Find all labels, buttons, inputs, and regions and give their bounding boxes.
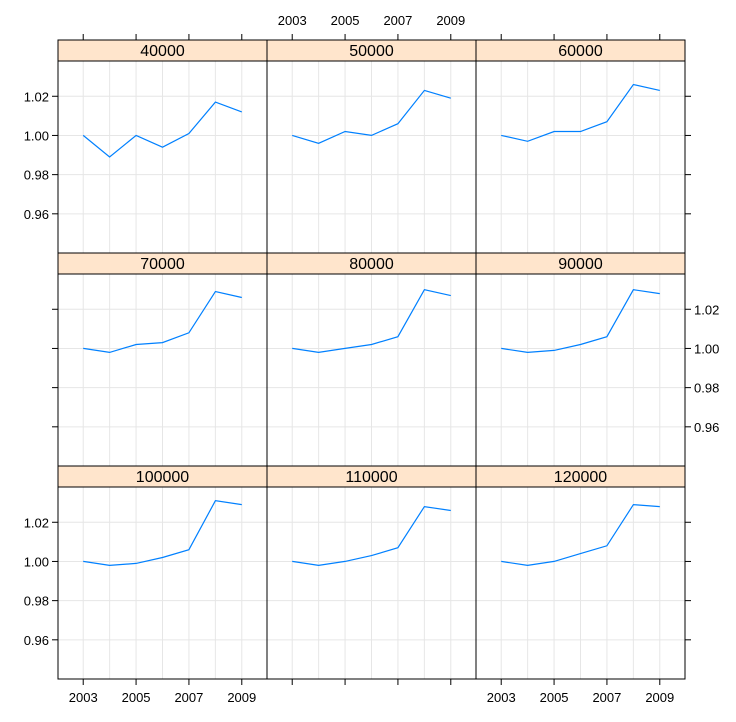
x-tick-label: 2005: [331, 13, 360, 28]
panel-90000: 90000 0.96 0.98 1.00 1.02: [475, 252, 719, 467]
x-tick-label: 2007: [383, 13, 412, 28]
strip-label: 50000: [349, 43, 394, 60]
series-line-120000: [501, 503, 660, 567]
panel-50000: 50000 2003 2005 2007 2009: [266, 13, 477, 254]
series-line-40000: [82, 101, 243, 158]
panel-40000: 40000 0.96 0.98 1.00 1.02: [24, 34, 268, 254]
strip-label: 60000: [558, 43, 603, 60]
x-tick-label: 2003: [69, 690, 98, 705]
strip-label: 90000: [558, 256, 603, 273]
strip-label: 120000: [554, 469, 607, 486]
series-line-80000: [292, 289, 451, 354]
panel-100000: 100000 0.96 0.98 1.00 1.02 2003 2005 2007 2009: [24, 465, 268, 705]
y-tick-label: 0.98: [694, 381, 719, 396]
y-tick-label: 1.00: [694, 341, 719, 356]
x-tick-label: 2007: [174, 690, 203, 705]
x-tick-label: 2007: [592, 690, 621, 705]
series-line-90000: [501, 289, 660, 354]
y-tick-label: 0.96: [694, 420, 719, 435]
panel-60000: 60000: [475, 34, 691, 254]
strip-label: 40000: [140, 43, 185, 60]
y-tick-label: 0.96: [24, 633, 49, 648]
series-line-60000: [501, 83, 660, 142]
strip-label: 80000: [349, 256, 394, 273]
series-line-50000: [292, 89, 451, 144]
strip-60000: [475, 39, 686, 62]
y-tick-label: 0.98: [24, 168, 49, 183]
strip-90000: [475, 252, 686, 275]
y-tick-label: 0.98: [24, 594, 49, 609]
series-line-110000: [292, 505, 451, 567]
x-tick-label: 2009: [436, 13, 465, 28]
panel-80000: 80000: [266, 252, 477, 467]
x-tick-label: 2009: [645, 690, 674, 705]
panel-110000: 110000: [266, 465, 477, 685]
y-tick-label: 0.96: [24, 207, 49, 222]
strip-120000: [475, 465, 686, 488]
panel-70000: 70000: [52, 252, 268, 467]
strip-label: 70000: [140, 256, 185, 273]
x-tick-label: 2003: [487, 690, 516, 705]
y-tick-label: 1.00: [24, 554, 49, 569]
x-tick-label: 2009: [227, 690, 256, 705]
series-line-70000: [83, 290, 242, 354]
x-tick-label: 2003: [278, 13, 307, 28]
series-line-100000: [83, 500, 242, 567]
y-tick-label: 1.02: [24, 89, 49, 104]
y-tick-label: 1.00: [24, 128, 49, 143]
y-tick-label: 1.02: [24, 515, 49, 530]
y-tick-label: 1.02: [694, 302, 719, 317]
x-tick-label: 2005: [122, 690, 151, 705]
panel-120000: 120000 2003 2005 2007 2009: [475, 465, 691, 705]
strip-label: 110000: [345, 469, 397, 486]
strip-label: 100000: [136, 469, 189, 486]
x-tick-label: 2005: [540, 690, 569, 705]
